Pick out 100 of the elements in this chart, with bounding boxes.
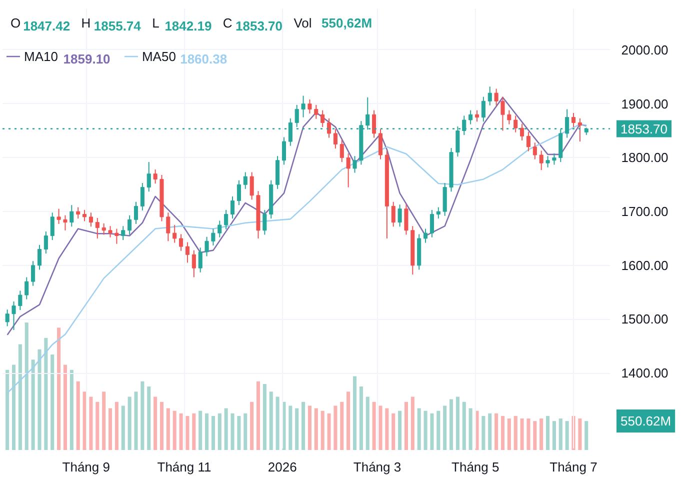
- candlestick: [140, 182, 144, 211]
- candlestick: [488, 86, 492, 106]
- bar: [24, 322, 28, 450]
- x-tick-label: Tháng 3: [353, 460, 402, 474]
- candlestick: [532, 142, 537, 160]
- bar: [256, 381, 260, 450]
- bar: [352, 376, 357, 450]
- bar: [500, 416, 504, 450]
- bar: [154, 396, 158, 450]
- bar: [398, 410, 402, 450]
- bar: [89, 396, 93, 450]
- bar: [262, 384, 266, 450]
- candlestick: [95, 218, 100, 239]
- candlestick: [172, 224, 177, 244]
- candlestick: [204, 236, 209, 257]
- bar: [205, 413, 209, 450]
- bar: [320, 410, 324, 450]
- candlestick: [243, 172, 248, 190]
- candlestick: [507, 110, 512, 125]
- candlestick: [224, 209, 228, 230]
- candlestick: [262, 209, 267, 236]
- candlestick: [340, 139, 344, 162]
- bar: [366, 396, 370, 450]
- y-tick-label: 1500.00: [621, 312, 668, 327]
- bar: [417, 408, 421, 450]
- bar: [269, 392, 273, 450]
- bar: [6, 370, 10, 450]
- bar: [237, 416, 241, 450]
- candlestick: [250, 172, 254, 200]
- bar: [96, 402, 100, 450]
- bar: [410, 396, 414, 450]
- candlestick: [546, 156, 550, 168]
- bar: [70, 370, 74, 450]
- candlestick: [430, 209, 434, 238]
- bar: [211, 416, 215, 450]
- bar: [578, 418, 582, 450]
- bar: [179, 413, 183, 450]
- candlestick: [198, 247, 202, 273]
- bar: [198, 410, 202, 450]
- candlestick: [44, 230, 48, 254]
- bar: [192, 413, 196, 450]
- bar: [128, 396, 132, 450]
- bar: [224, 408, 228, 450]
- bar: [276, 396, 280, 450]
- bar: [424, 410, 428, 450]
- candlestick: [578, 118, 582, 142]
- bar: [462, 402, 466, 450]
- bar: [334, 406, 338, 450]
- text: 550.62M: [620, 414, 672, 429]
- candlestick: [468, 110, 473, 125]
- x-tick-label: Tháng 7: [550, 460, 598, 474]
- text: O 1847.42 H 1855.74 L 1842.19 C 1853.70 Vol 550,62M: [10, 16, 372, 34]
- candlestick: [56, 208, 61, 224]
- y-tick-label: 1400.00: [621, 366, 668, 381]
- candlestick: [571, 112, 576, 128]
- annotation: 1859.10: [63, 52, 110, 66]
- candlestick: [236, 180, 241, 206]
- candlestick: [391, 201, 396, 228]
- x-tick-label: Tháng 9: [62, 460, 110, 474]
- bar: [166, 408, 170, 450]
- candlestick: [514, 115, 518, 133]
- candlestick: [378, 128, 383, 160]
- candlestick: [404, 204, 408, 236]
- candlestick: [70, 204, 74, 228]
- candlestick: [128, 214, 132, 236]
- candlestick: [327, 118, 332, 138]
- bar: [359, 386, 363, 450]
- candlestick: [102, 222, 106, 236]
- candlestick: [372, 110, 376, 138]
- bar: [482, 416, 486, 450]
- candlestick: [82, 209, 87, 222]
- bar: [443, 406, 447, 450]
- bar: [102, 392, 106, 450]
- bar: [449, 399, 454, 450]
- candlestick: [50, 212, 54, 241]
- y-tick-label: 2000.00: [621, 42, 668, 58]
- bar: [372, 402, 376, 450]
- candlestick: [76, 206, 80, 220]
- bar: [436, 410, 440, 450]
- bar: [507, 418, 511, 450]
- candlestick: [108, 226, 112, 238]
- bar: [385, 408, 389, 450]
- bar: [488, 413, 492, 450]
- bar: [160, 402, 164, 450]
- bar: [63, 364, 67, 450]
- y-tick-label: 1800.00: [621, 150, 668, 166]
- candlestick: [352, 156, 357, 174]
- bar: [230, 413, 234, 450]
- bar: [558, 418, 562, 450]
- candlestick: [146, 161, 151, 192]
- bar: [57, 328, 61, 450]
- bar: [430, 413, 434, 450]
- candlestick: [185, 242, 190, 264]
- bar: [172, 410, 176, 450]
- bar: [584, 421, 588, 450]
- bar: [134, 392, 138, 450]
- candlestick: [63, 214, 68, 231]
- candlestick: [500, 96, 505, 132]
- candlestick: [166, 212, 170, 242]
- candlestick: [88, 212, 93, 228]
